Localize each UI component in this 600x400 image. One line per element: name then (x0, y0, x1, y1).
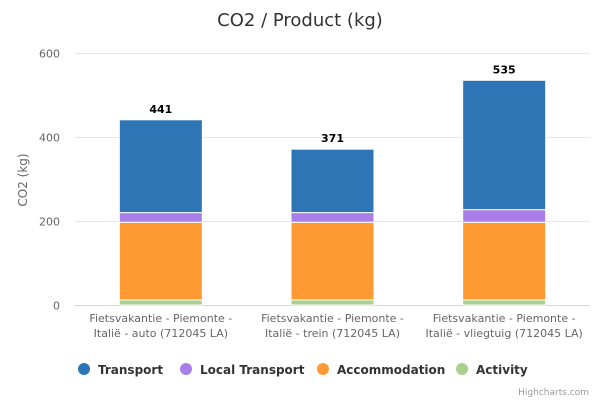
legend-label: Transport (98, 363, 163, 377)
y-tick-label: 0 (53, 300, 60, 313)
bar-segment-transport[interactable] (462, 79, 547, 211)
y-tick-label: 400 (39, 132, 60, 145)
stack-total-label: 371 (321, 132, 344, 145)
bars (118, 79, 547, 306)
legend-item-activity[interactable]: Activity (456, 363, 528, 377)
legend-label: Local Transport (200, 363, 305, 377)
bar-segment-local-transport[interactable] (462, 209, 547, 223)
legend-marker (78, 363, 90, 375)
legend-item-accommodation[interactable]: Accommodation (317, 363, 445, 377)
y-tick-label: 600 (39, 48, 60, 61)
legend-marker (456, 363, 468, 375)
legend-marker (317, 363, 329, 375)
bar-segment-activity[interactable] (462, 299, 547, 306)
x-axis-label: Italië - trein (712045 LA) (265, 327, 400, 340)
x-axis-label: Fietsvakantie - Piemonte - (89, 312, 232, 325)
x-axis-labels: Fietsvakantie - Piemonte - Italië - auto … (89, 312, 582, 340)
bar-segment-activity[interactable] (290, 299, 375, 306)
bar-segment-accommodation[interactable] (118, 221, 203, 301)
legend-item-local-transport[interactable]: Local Transport (180, 363, 305, 377)
y-tick-label: 200 (39, 216, 60, 229)
y-axis-title: CO2 (kg) (16, 153, 30, 206)
bar-segment-local-transport[interactable] (290, 212, 375, 223)
stack-total-label: 441 (149, 103, 172, 116)
x-axis-label: Italië - vliegtuig (712045 LA) (426, 327, 583, 340)
bar-segment-activity[interactable] (118, 299, 203, 306)
y-axis-ticks: 0 200 400 600 (39, 48, 60, 313)
credits-link[interactable]: Highcharts.com (518, 388, 589, 398)
legend-label: Accommodation (337, 363, 445, 377)
bar-segment-accommodation[interactable] (290, 221, 375, 301)
chart-title: CO2 / Product (kg) (217, 10, 383, 31)
legend-label: Activity (476, 363, 528, 377)
x-axis-label: Fietsvakantie - Piemonte - (433, 312, 576, 325)
legend[interactable]: Transport Local Transport Accommodation Act… (78, 363, 528, 377)
stack-total-labels: 441 371 535 (149, 63, 515, 145)
x-axis-label: Fietsvakantie - Piemonte - (261, 312, 404, 325)
legend-item-transport[interactable]: Transport (78, 363, 163, 377)
legend-marker (180, 363, 192, 375)
bar-segment-local-transport[interactable] (118, 212, 203, 223)
x-axis-label: Italië - auto (712045 LA) (94, 327, 228, 340)
bar-segment-transport[interactable] (118, 119, 203, 214)
bar-segment-transport[interactable] (290, 148, 375, 214)
stack-total-label: 535 (493, 63, 516, 76)
bar-segment-accommodation[interactable] (462, 221, 547, 301)
